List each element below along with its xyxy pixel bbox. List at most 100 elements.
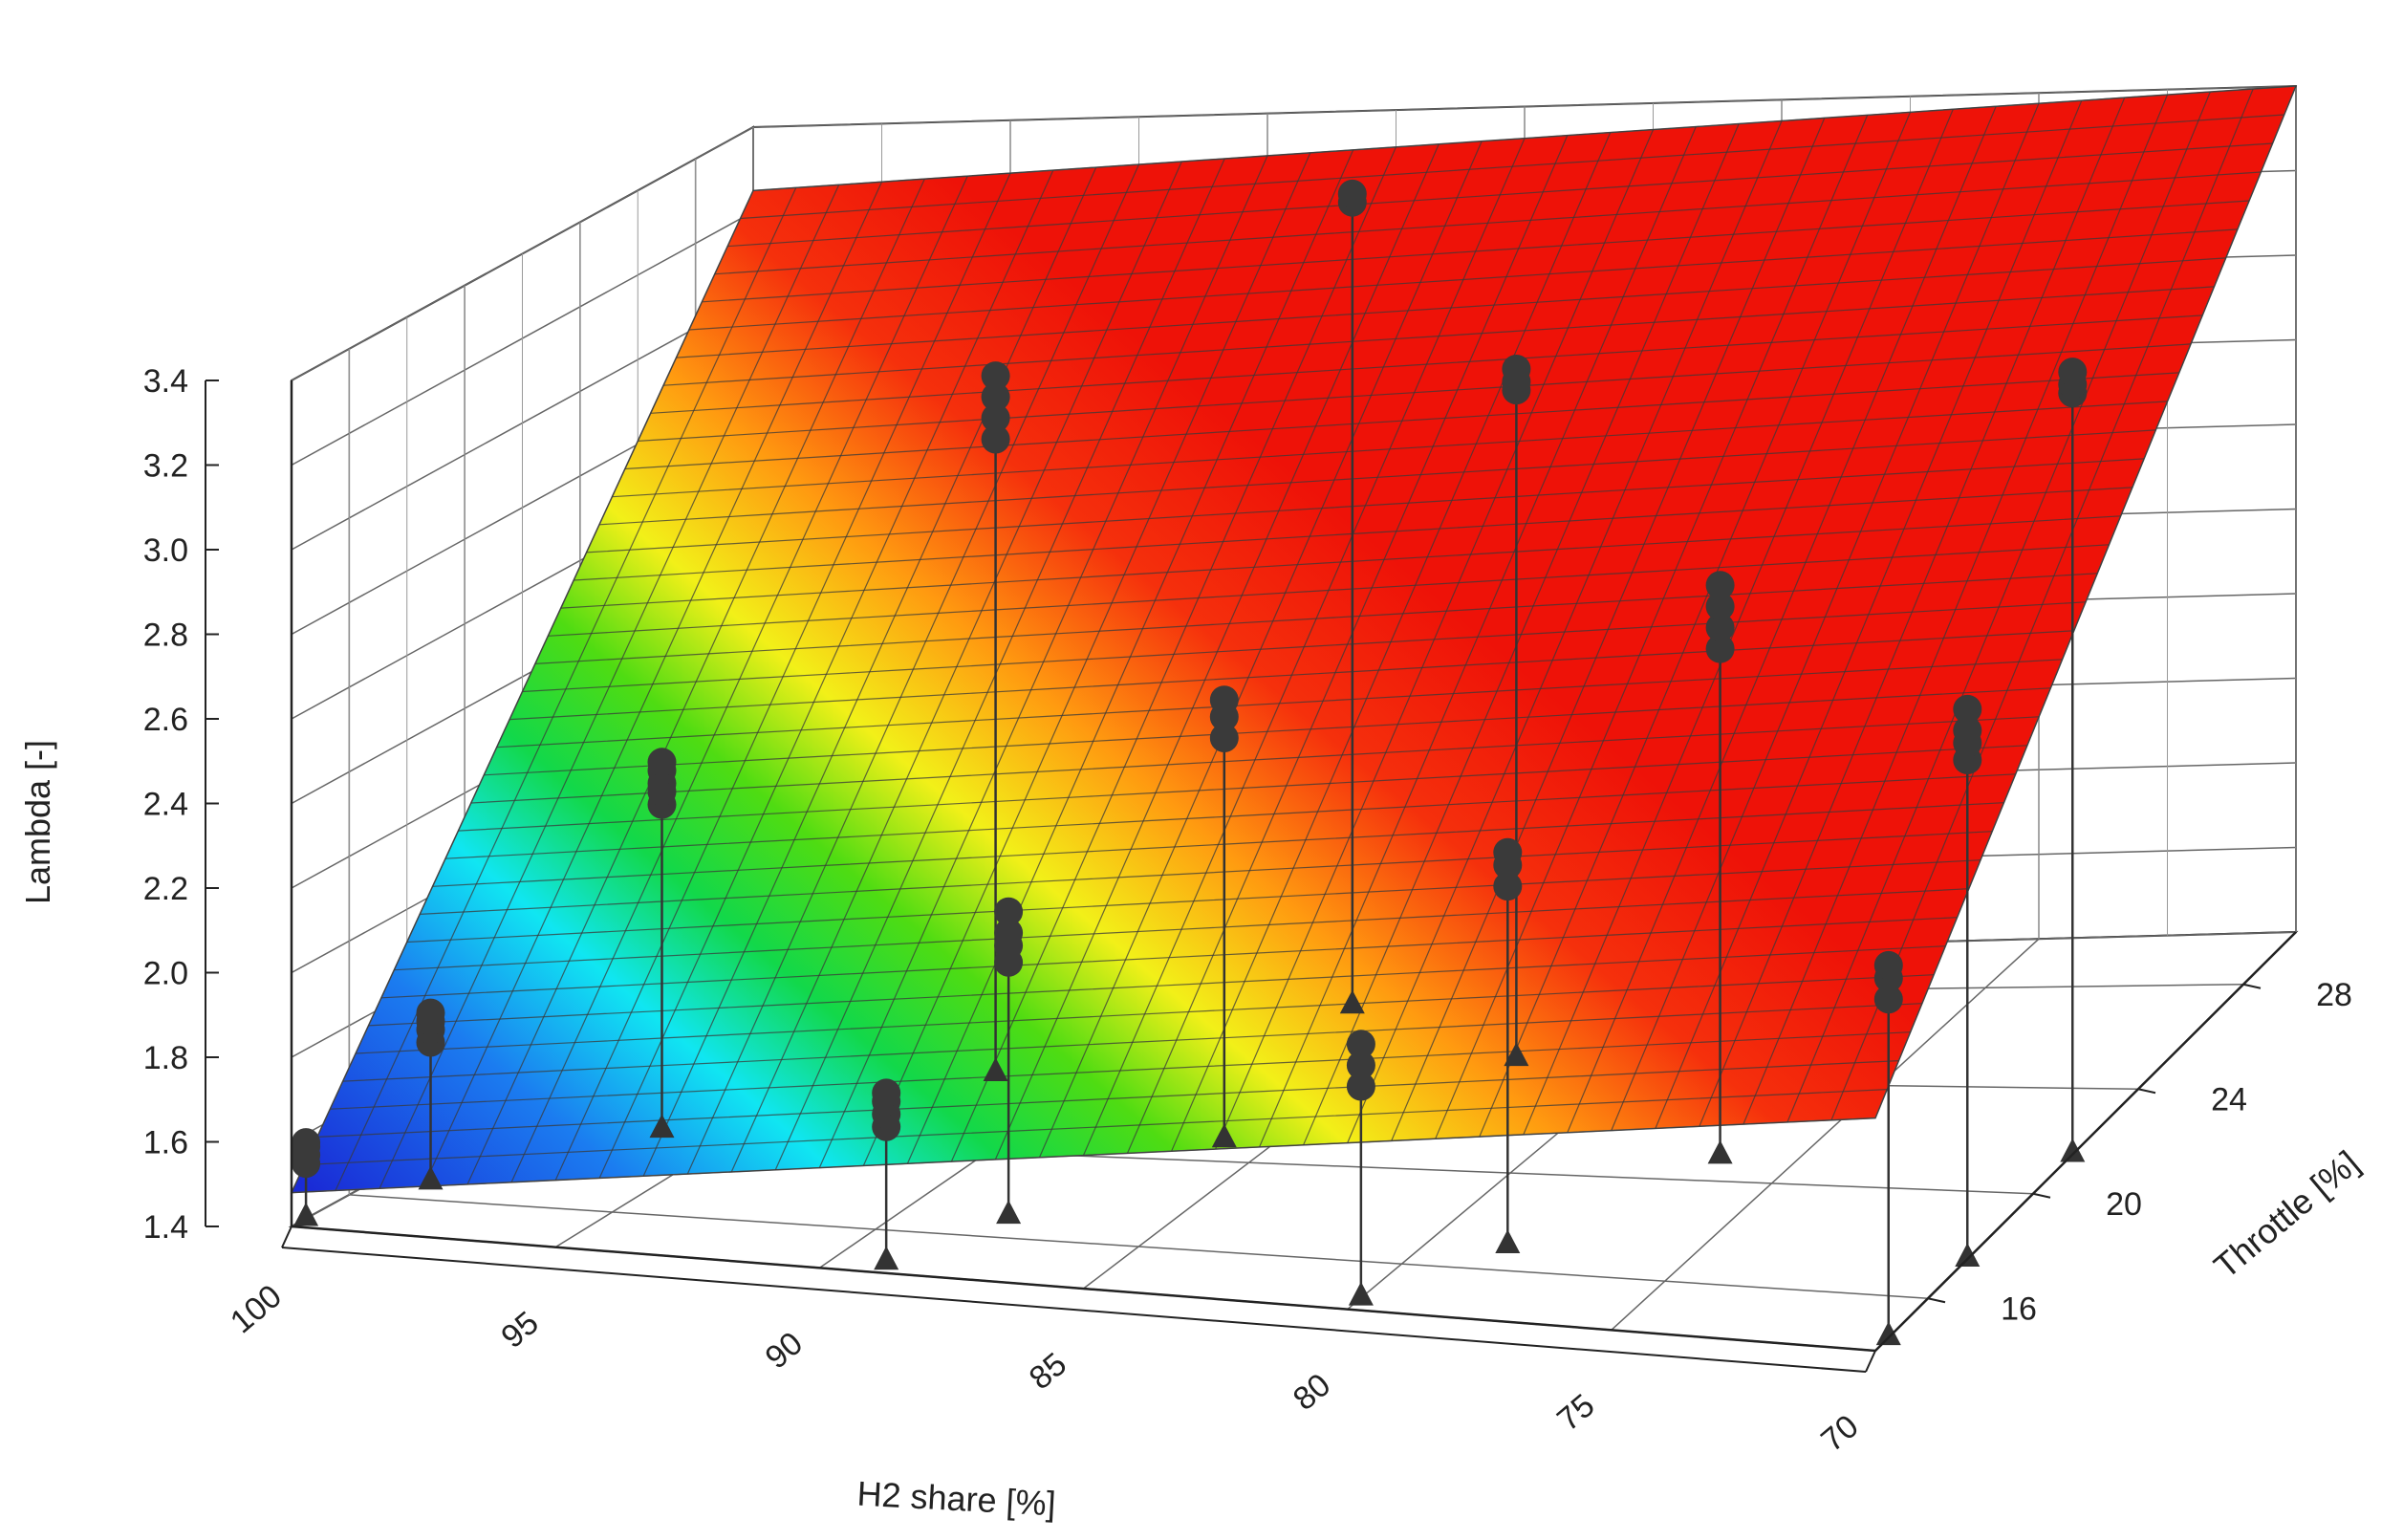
- data-point: [416, 998, 445, 1028]
- floor-marker: [1707, 1139, 1733, 1164]
- data-point: [1209, 685, 1239, 715]
- surface-mesh-line: [752, 85, 2297, 191]
- data-points: [292, 179, 2088, 1346]
- surface-mesh-line: [368, 945, 1946, 1027]
- data-point: [647, 748, 677, 777]
- z-tick-label: 1.6: [143, 1125, 188, 1161]
- y-tick-label: 28: [2316, 977, 2352, 1013]
- floor-marker: [418, 1165, 444, 1190]
- x-tick-label: 95: [494, 1305, 545, 1356]
- surface-mesh-line: [676, 257, 2226, 358]
- surface-mesh-line: [394, 888, 1969, 971]
- x-tick-label: 100: [224, 1278, 289, 1341]
- x-tick-label: 90: [759, 1325, 810, 1376]
- data-point: [2058, 358, 2088, 387]
- data-point: [1493, 872, 1523, 901]
- surface-mesh-line: [496, 659, 2063, 748]
- data-point: [994, 897, 1024, 926]
- z-tick-label: 2.4: [143, 787, 188, 823]
- surface-mesh-line: [522, 601, 2087, 693]
- data-point: [1346, 1051, 1375, 1080]
- data-point: [1346, 1072, 1375, 1101]
- surface-mesh-line: [444, 773, 2016, 859]
- floor-marker: [293, 1202, 319, 1226]
- x-tick-label: 70: [1814, 1408, 1865, 1459]
- data-point: [981, 424, 1010, 454]
- z-tick-label: 3.2: [143, 448, 188, 485]
- floor-marker: [874, 1246, 899, 1270]
- data-point: [981, 403, 1010, 433]
- data-point: [981, 361, 1010, 391]
- x-axis-plate: [281, 1225, 292, 1248]
- surface-mesh-line: [624, 372, 2179, 470]
- y-tick-label: 16: [2001, 1291, 2037, 1327]
- x-axis-plate: [1865, 1350, 1876, 1373]
- z-tick-label: 2.6: [143, 702, 188, 738]
- z-tick-label: 1.4: [143, 1209, 188, 1246]
- floor-marker: [1495, 1229, 1521, 1253]
- surface-mesh-line: [740, 114, 2284, 220]
- floor-marker: [1875, 1321, 1901, 1346]
- data-point: [1873, 950, 1903, 980]
- data-point: [1953, 694, 1982, 724]
- z-axis-label: Lambda [-]: [18, 740, 57, 904]
- surface-mesh-line: [509, 630, 2074, 721]
- response-surface: [290, 85, 2298, 1194]
- data-point: [1502, 355, 1531, 383]
- surface-mesh-line: [330, 1031, 1911, 1110]
- surface-mesh-line: [291, 1117, 1876, 1194]
- surface-mesh-line: [534, 573, 2098, 664]
- surface-mesh-line: [663, 286, 2215, 386]
- gridline: [349, 1194, 1929, 1299]
- data-point: [1493, 837, 1523, 867]
- z-tick-label: 3.4: [143, 363, 188, 400]
- x-tick-label: 75: [1550, 1387, 1601, 1438]
- y-axis-label: Throttle [%]: [2206, 1143, 2366, 1287]
- floor-marker: [1348, 1281, 1374, 1306]
- surface-mesh-line: [586, 458, 2145, 553]
- data-point: [1873, 985, 1903, 1014]
- z-tick-label: 2.0: [143, 956, 188, 992]
- data-point: [292, 1128, 321, 1158]
- data-point: [1705, 634, 1735, 663]
- surface-mesh-line: [356, 974, 1935, 1054]
- surface-mesh-line: [380, 917, 1958, 999]
- floor-marker: [1339, 989, 1365, 1014]
- surface-mesh-line: [598, 429, 2156, 526]
- floor-marker: [996, 1200, 1022, 1225]
- surface-mesh-line: [406, 859, 1981, 944]
- x-axis-label: H2 share [%]: [856, 1474, 1057, 1524]
- surface-mesh-line: [650, 315, 2203, 414]
- floor-marker: [1504, 1042, 1529, 1067]
- floor-marker: [1211, 1123, 1237, 1148]
- surface-mesh-line: [470, 716, 2040, 804]
- data-point: [1953, 716, 1982, 746]
- surface-mesh-line: [727, 142, 2273, 248]
- data-point: [1705, 571, 1735, 600]
- data-point: [1705, 613, 1735, 642]
- x-tick-label: 85: [1023, 1346, 1073, 1397]
- data-point: [981, 382, 1010, 412]
- surface-mesh-line: [316, 1060, 1899, 1138]
- surface-mesh-line: [432, 802, 2004, 887]
- surface-mesh-line: [702, 200, 2250, 303]
- surface-mesh-line: [638, 343, 2192, 442]
- y-tick-label: 20: [2106, 1186, 2142, 1223]
- surface-mesh-line: [688, 228, 2238, 331]
- floor-marker: [1955, 1243, 1981, 1267]
- data-point: [1346, 1030, 1375, 1059]
- z-tick-label: 2.8: [143, 618, 188, 654]
- y-tick: [2242, 983, 2262, 989]
- y-tick: [2032, 1192, 2051, 1199]
- surface-mesh-line: [420, 831, 1993, 915]
- data-point: [872, 1078, 901, 1108]
- surface-mesh-line: [560, 515, 2121, 609]
- x-tick-label: 80: [1287, 1367, 1337, 1418]
- surface-mesh-line: [342, 1003, 1922, 1082]
- surface-mesh-line: [458, 745, 2027, 832]
- floor-marker: [649, 1114, 675, 1139]
- z-tick-label: 1.8: [143, 1040, 188, 1076]
- surface-mesh-line: [714, 171, 2262, 275]
- surface-mesh-line: [304, 1089, 1888, 1166]
